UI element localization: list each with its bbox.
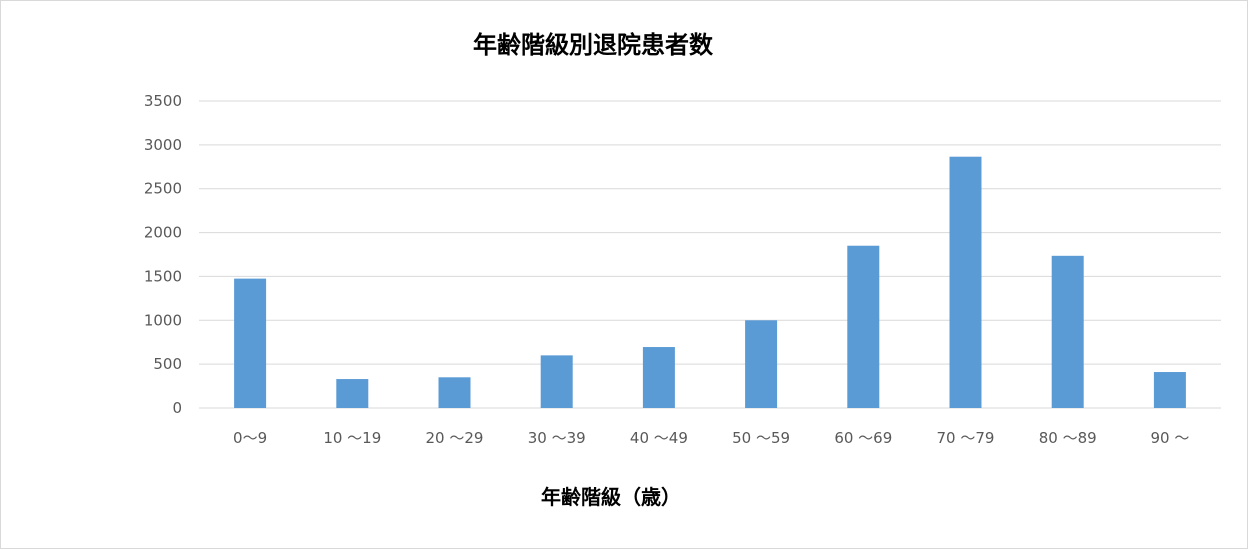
y-tick-label: 500 [153,355,182,373]
y-tick-label: 1500 [144,267,182,285]
bar-8 [1051,255,1084,408]
x-axis-title: 年齢階級（歳） [541,485,681,509]
y-tick-label: 0 [172,399,182,417]
x-tick-label: 20 〜29 [426,429,484,447]
x-tick-label: 90 〜 [1150,429,1189,447]
x-tick-labels: 0〜9 10 〜19 20 〜29 30 〜39 40 〜49 50 〜59 60 〜69 7… [233,429,1189,447]
y-gridlines [199,100,1221,409]
bar-2 [438,377,471,408]
bar-4 [642,347,675,408]
x-tick-label: 30 〜39 [528,429,586,447]
x-tick-label: 10 〜19 [323,429,381,447]
x-tick-label: 0〜9 [233,429,267,447]
x-tick-label: 50 〜59 [732,429,790,447]
bars [234,156,1186,408]
chart-title: 年齢階級別退院患者数 [473,31,713,59]
bar-5 [745,320,778,408]
x-tick-label: 70 〜79 [937,429,995,447]
x-tick-label: 60 〜69 [834,429,892,447]
y-tick-label: 3500 [144,92,182,110]
x-tick-label: 80 〜89 [1039,429,1097,447]
bar-9 [1153,372,1186,408]
bar-1 [336,379,369,408]
y-tick-label: 2500 [144,180,182,198]
bar-7 [949,156,982,408]
y-tick-label: 3000 [144,136,182,154]
y-tick-label: 1000 [144,311,182,329]
y-tick-labels: 0 500 1000 1500 2000 2500 3000 3500 [144,92,182,417]
bar-6 [847,245,880,408]
bar-0 [234,278,267,408]
x-tick-label: 40 〜49 [630,429,688,447]
y-tick-label: 2000 [144,224,182,242]
bar-3 [540,355,573,408]
